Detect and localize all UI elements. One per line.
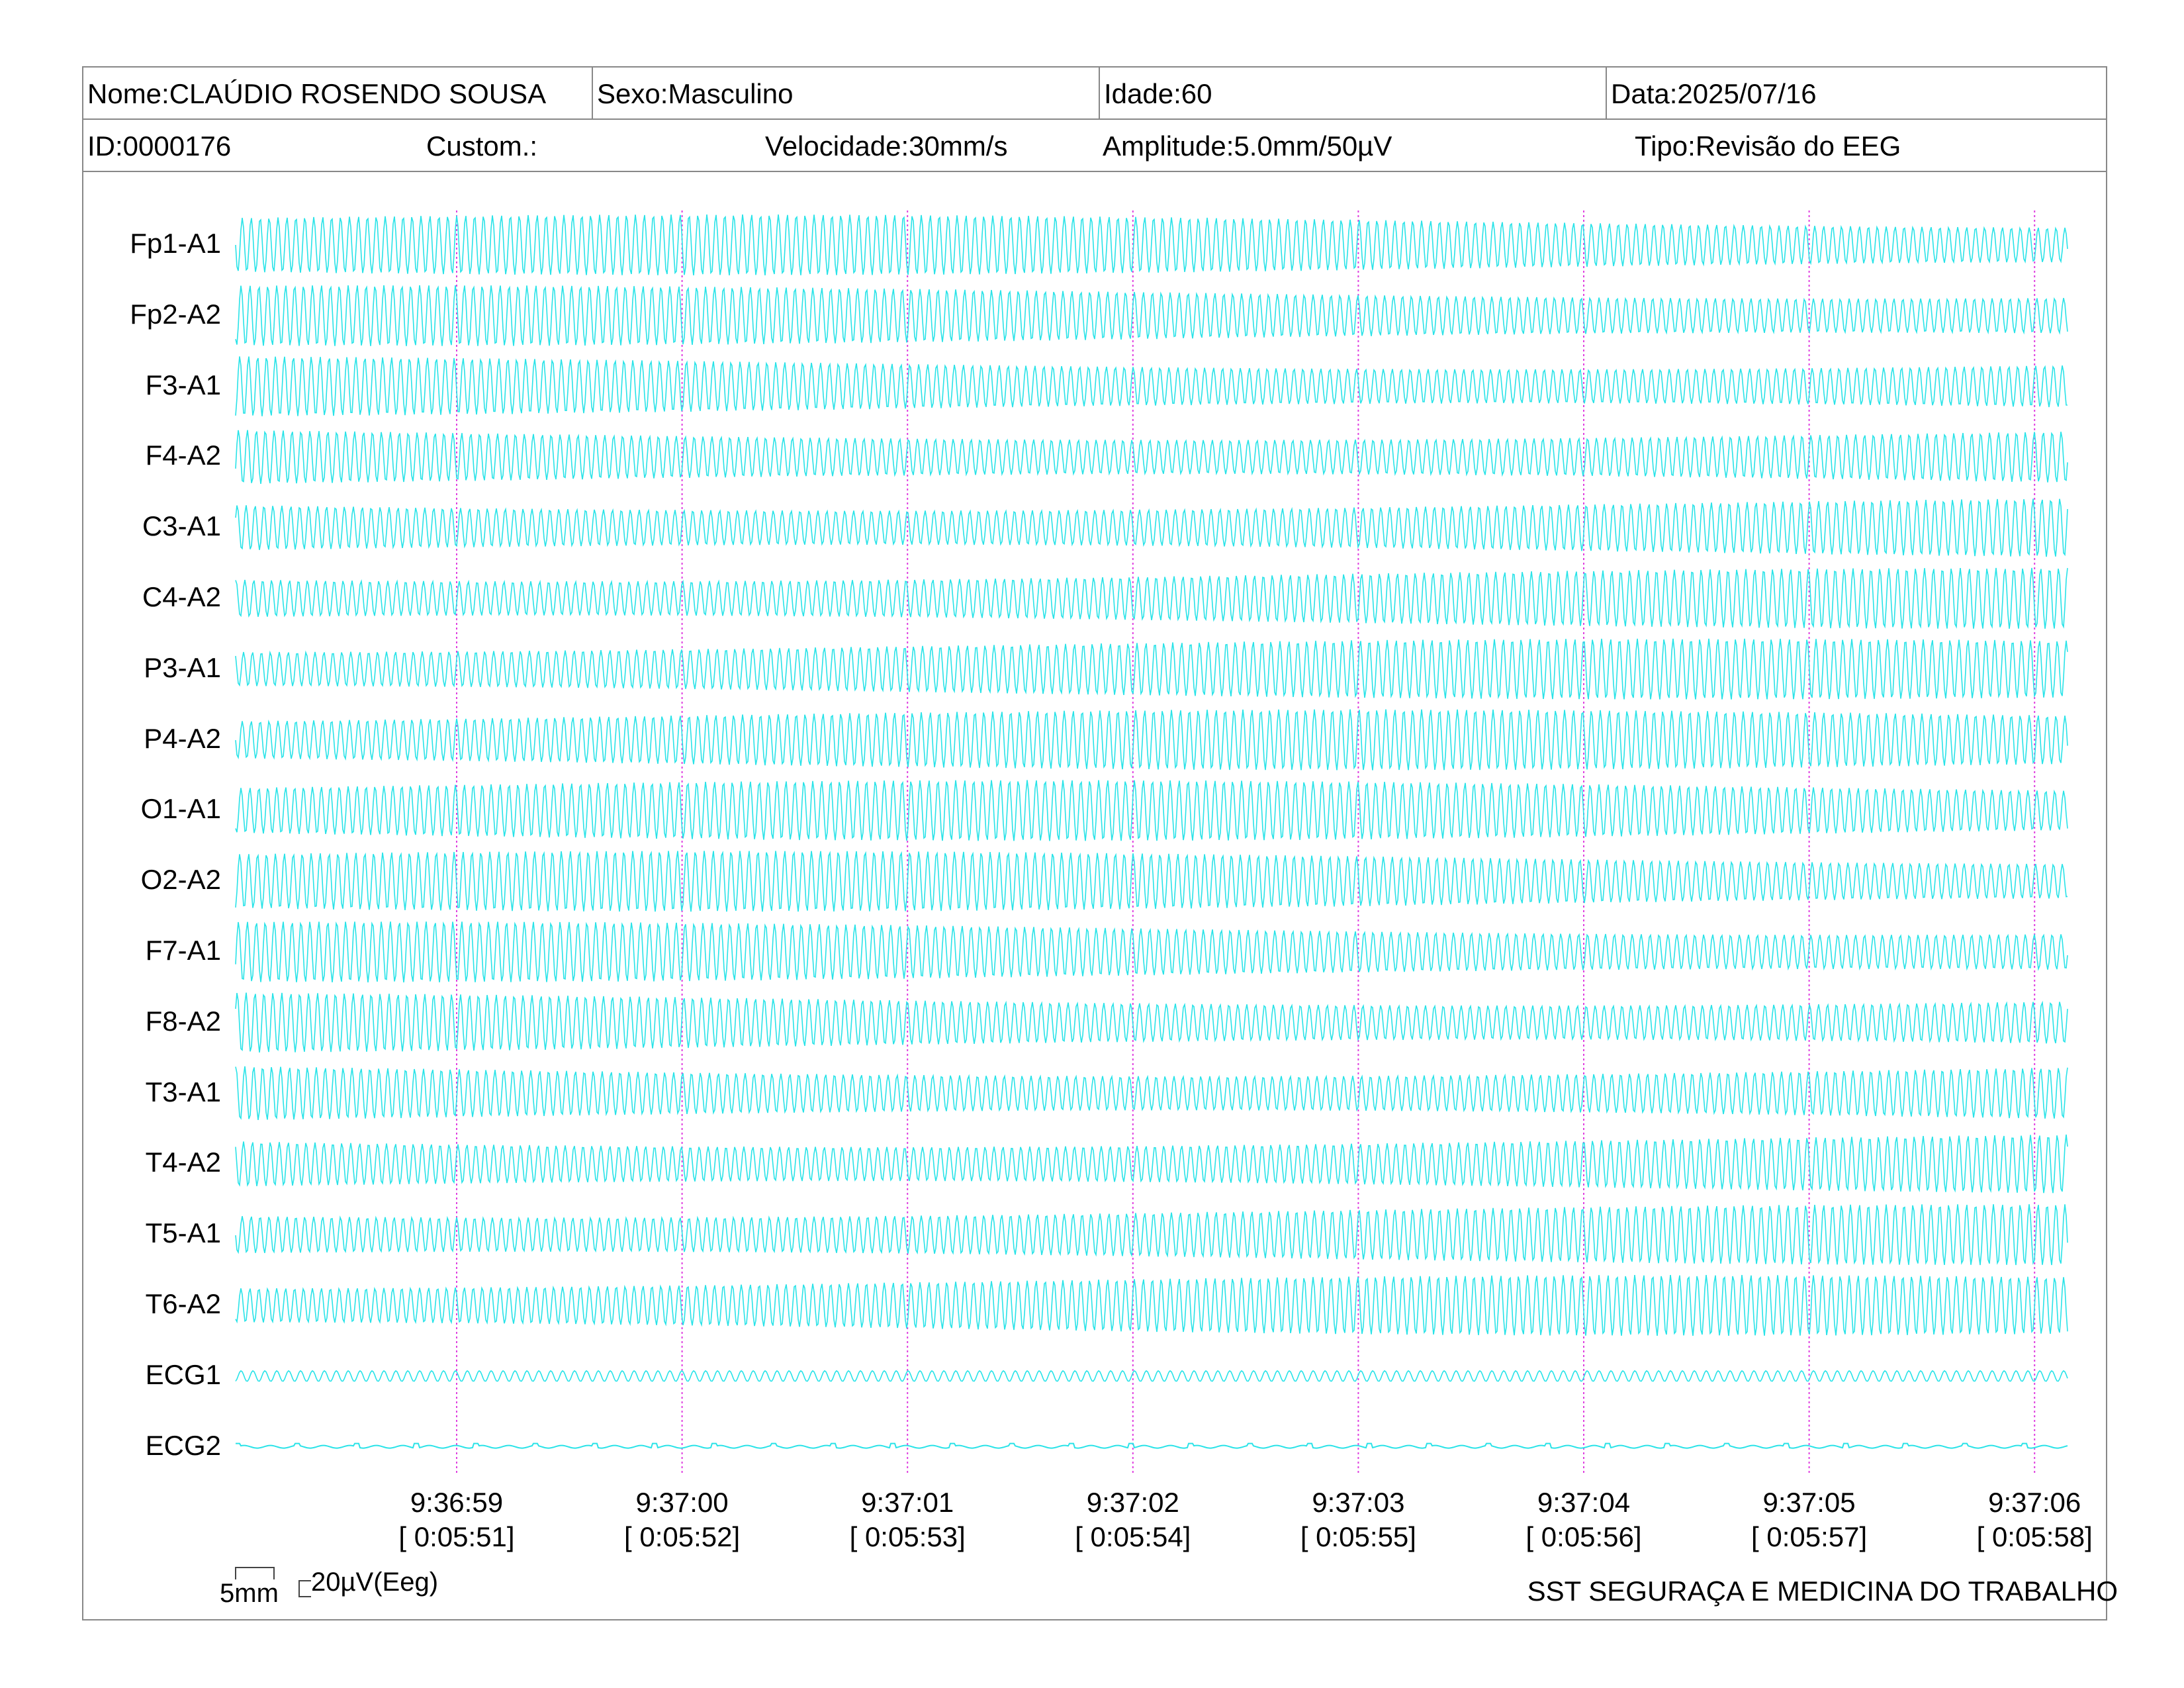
channel-label: P3-A1 <box>144 651 221 683</box>
custom-field: Custom.: <box>426 130 538 162</box>
trace-ecg1 <box>235 1370 2068 1382</box>
time-mark: 9:37:01[ 0:05:53] <box>821 1485 993 1554</box>
company-footer: SST SEGURAÇA E MEDICINA DO TRABALHO <box>1527 1575 2118 1607</box>
channel-label: P4-A2 <box>144 722 221 754</box>
calibration-horizontal-bar <box>235 1567 275 1579</box>
time-mark: 9:37:06[ 0:05:58] <box>1948 1485 2120 1554</box>
header-row-patient: Nome:CLAÚDIO ROSENDO SOUSA Sexo:Masculin… <box>83 68 2106 120</box>
trace-c3-a1 <box>235 498 2068 557</box>
time-elapsed-label: [ 0:05:55] <box>1300 1521 1416 1552</box>
trace-t4-a2 <box>235 1134 2068 1194</box>
trace-f7-a1 <box>235 921 2068 983</box>
patient-id: ID:0000176 <box>87 130 232 162</box>
channel-label: O1-A1 <box>140 793 221 825</box>
time-mark: 9:37:04[ 0:05:56] <box>1498 1485 1670 1554</box>
time-elapsed-label: [ 0:05:56] <box>1525 1521 1642 1552</box>
trace-o1-a1 <box>235 780 2068 841</box>
record-date: Data:2025/07/16 <box>1606 68 2109 118</box>
channel-label: ECG1 <box>145 1358 221 1390</box>
channel-label: O2-A2 <box>140 864 221 896</box>
channel-label: Fp1-A1 <box>130 228 221 259</box>
channel-label: T6-A2 <box>145 1288 221 1319</box>
trace-f4-a2 <box>235 430 2068 485</box>
speed-setting: Velocidade:30mm/s <box>765 130 1008 162</box>
time-clock-label: 9:37:05 <box>1762 1487 1856 1518</box>
trace-p3-a1 <box>235 638 2068 700</box>
time-clock-label: 9:37:06 <box>1988 1487 2081 1518</box>
channel-label: Fp2-A2 <box>130 298 221 330</box>
calibration-vertical-bar <box>298 1580 311 1597</box>
channel-label: C3-A1 <box>142 510 221 542</box>
header-row-recording: ID:0000176 Custom.: Velocidade:30mm/s Am… <box>83 120 2106 172</box>
channel-label: F7-A1 <box>145 935 221 966</box>
time-clock-label: 9:36:59 <box>410 1487 504 1518</box>
channel-label: F3-A1 <box>145 369 221 400</box>
review-type: Tipo:Revisão do EEG <box>1635 130 1901 162</box>
time-clock-label: 9:37:02 <box>1086 1487 1179 1518</box>
time-clock-label: 9:37:04 <box>1537 1487 1631 1518</box>
trace-f3-a1 <box>235 356 2068 416</box>
report-sheet: Nome:CLAÚDIO ROSENDO SOUSA Sexo:Masculin… <box>82 66 2107 1620</box>
patient-age: Idade:60 <box>1099 68 1606 118</box>
trace-t6-a2 <box>235 1275 2068 1336</box>
calibration-horizontal-label: 5mm <box>220 1579 279 1608</box>
time-mark: 9:36:59[ 0:05:51] <box>371 1485 543 1554</box>
time-elapsed-label: [ 0:05:52] <box>624 1521 741 1552</box>
trace-t5-a1 <box>235 1204 2068 1266</box>
time-mark: 9:37:05[ 0:05:57] <box>1723 1485 1895 1554</box>
time-elapsed-label: [ 0:05:51] <box>398 1521 515 1552</box>
trace-fp2-a2 <box>235 285 2068 346</box>
time-elapsed-label: [ 0:05:54] <box>1075 1521 1191 1552</box>
channel-label: T3-A1 <box>145 1076 221 1107</box>
time-clock-label: 9:37:00 <box>635 1487 729 1518</box>
amplitude-setting: Amplitude:5.0mm/50µV <box>1103 130 1392 162</box>
trace-ecg2 <box>236 1442 2068 1449</box>
trace-c4-a2 <box>235 567 2068 629</box>
channel-label: T5-A1 <box>145 1217 221 1249</box>
time-mark: 9:37:02[ 0:05:54] <box>1047 1485 1219 1554</box>
trace-p4-a2 <box>235 709 2068 771</box>
time-elapsed-label: [ 0:05:58] <box>1976 1521 2093 1552</box>
trace-f8-a2 <box>235 992 2068 1053</box>
patient-sex: Sexo:Masculino <box>592 68 1099 118</box>
trace-t3-a1 <box>235 1066 2068 1121</box>
time-clock-label: 9:37:03 <box>1312 1487 1405 1518</box>
calibration-vertical-label: 20µV(Eeg) <box>311 1568 439 1597</box>
channel-label: F8-A2 <box>145 1005 221 1037</box>
time-mark: 9:37:00[ 0:05:52] <box>596 1485 768 1554</box>
channel-label: F4-A2 <box>145 440 221 471</box>
channel-label: ECG2 <box>145 1429 221 1461</box>
trace-fp1-a1 <box>235 214 2068 275</box>
patient-name: Nome:CLAÚDIO ROSENDO SOUSA <box>87 78 547 109</box>
time-mark: 9:37:03[ 0:05:55] <box>1272 1485 1444 1554</box>
trace-o2-a2 <box>235 851 2068 912</box>
channel-label: C4-A2 <box>142 581 221 612</box>
channel-label: T4-A2 <box>145 1147 221 1178</box>
time-elapsed-label: [ 0:05:57] <box>1751 1521 1868 1552</box>
time-clock-label: 9:37:01 <box>861 1487 954 1518</box>
time-elapsed-label: [ 0:05:53] <box>849 1521 966 1552</box>
